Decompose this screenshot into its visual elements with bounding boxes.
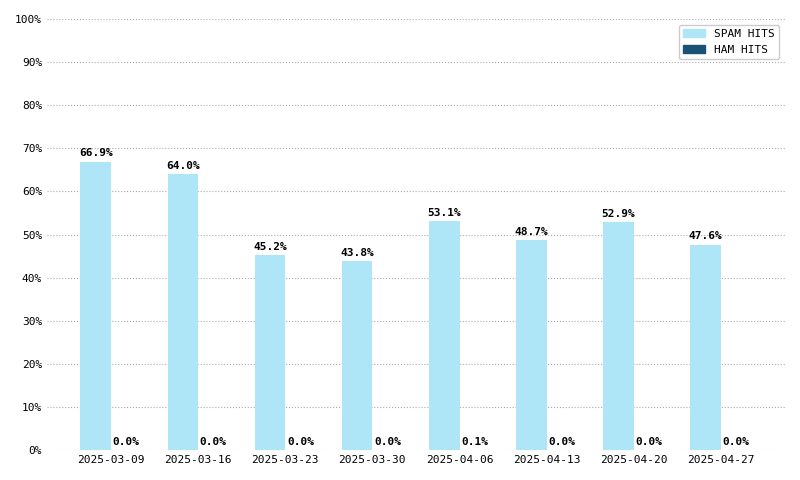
- Text: 0.0%: 0.0%: [635, 437, 662, 447]
- Bar: [254, 255, 286, 450]
- Text: 48.7%: 48.7%: [514, 227, 548, 237]
- Bar: [690, 245, 721, 450]
- Text: 0.0%: 0.0%: [722, 437, 750, 447]
- Text: 66.9%: 66.9%: [78, 148, 113, 158]
- Text: 52.9%: 52.9%: [602, 209, 635, 218]
- Bar: [167, 174, 198, 450]
- Bar: [429, 221, 459, 450]
- Text: 53.1%: 53.1%: [427, 208, 461, 218]
- Bar: [603, 222, 634, 450]
- Legend: SPAM HITS, HAM HITS: SPAM HITS, HAM HITS: [678, 24, 779, 59]
- Text: 0.0%: 0.0%: [374, 437, 401, 447]
- Text: 0.1%: 0.1%: [462, 437, 488, 447]
- Bar: [342, 261, 372, 450]
- Text: 45.2%: 45.2%: [253, 242, 287, 252]
- Text: 0.0%: 0.0%: [113, 437, 140, 447]
- Bar: [81, 162, 111, 450]
- Text: 0.0%: 0.0%: [200, 437, 227, 447]
- Text: 0.0%: 0.0%: [549, 437, 575, 447]
- Text: 0.0%: 0.0%: [287, 437, 314, 447]
- Text: 43.8%: 43.8%: [340, 248, 374, 258]
- Bar: [516, 240, 546, 450]
- Text: 47.6%: 47.6%: [689, 231, 722, 241]
- Text: 64.0%: 64.0%: [166, 161, 200, 171]
